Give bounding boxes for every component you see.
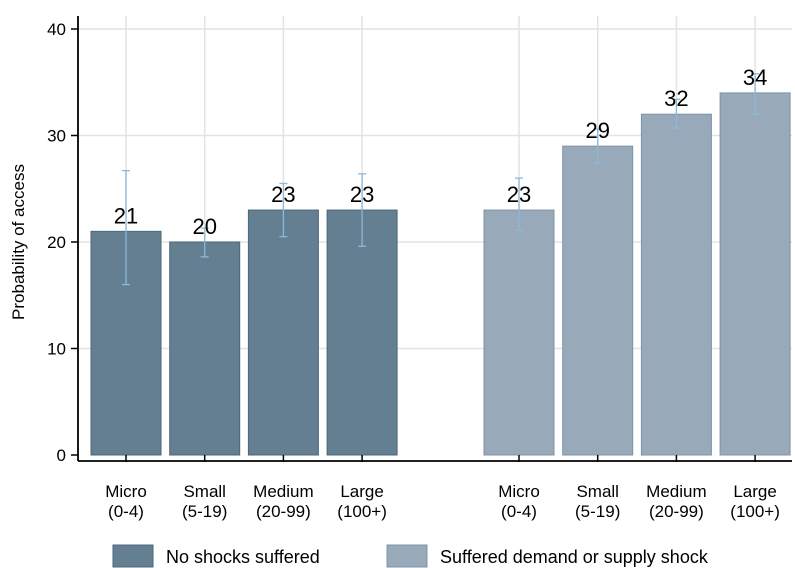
legend-swatch xyxy=(386,544,428,568)
data-labels: 21 20 23 23 23 29 32 34 xyxy=(114,65,768,239)
x-tick-label: Large xyxy=(733,482,776,501)
legend-label: No shocks suffered xyxy=(166,547,320,567)
x-tick-label: Large xyxy=(340,482,383,501)
data-label: 29 xyxy=(585,118,609,143)
x-tick-label: (0-4) xyxy=(501,502,537,521)
error-bar xyxy=(515,177,523,231)
bar xyxy=(719,92,791,456)
x-tick-label: Medium xyxy=(646,482,706,501)
y-axis-title: Probability of access xyxy=(9,164,28,320)
error-bar xyxy=(593,128,602,164)
x-tick-label: (100+) xyxy=(730,502,780,521)
data-label: 32 xyxy=(664,86,688,111)
data-label: 23 xyxy=(271,182,295,207)
data-label: 23 xyxy=(507,182,531,207)
x-category-labels: Micro(0-4)Small(5-19)Medium(20-99)Large(… xyxy=(105,482,780,521)
y-tick-label: 10 xyxy=(47,340,66,359)
legend-label: Suffered demand or supply shock xyxy=(440,547,709,567)
x-tick-label: Small xyxy=(576,482,619,501)
x-tick-label: Small xyxy=(183,482,226,501)
x-tick-label: (20-99) xyxy=(256,502,311,521)
bar xyxy=(640,113,712,456)
x-tick-label: Medium xyxy=(253,482,313,501)
data-label: 23 xyxy=(350,182,374,207)
y-tick-label: 20 xyxy=(47,233,66,252)
axes xyxy=(71,16,792,462)
legend-item: No shocks suffered xyxy=(112,544,320,568)
bar xyxy=(562,145,634,456)
data-label: 21 xyxy=(114,203,138,228)
x-tick-label: Micro xyxy=(105,482,147,501)
x-tick-label: (0-4) xyxy=(108,502,144,521)
x-tick-label: (5-19) xyxy=(182,502,227,521)
data-label: 34 xyxy=(743,65,767,90)
error-bar xyxy=(751,73,760,115)
y-tick-label: 0 xyxy=(57,446,66,465)
error-bar xyxy=(358,173,367,247)
x-tick-label: (5-19) xyxy=(575,502,620,521)
legend: No shocks suffered Suffered demand or sup… xyxy=(112,544,709,568)
bars xyxy=(90,92,791,456)
y-tick-label: 40 xyxy=(47,20,66,39)
error-bar xyxy=(279,182,288,238)
x-tick-label: (20-99) xyxy=(649,502,704,521)
legend-item: Suffered demand or supply shock xyxy=(386,544,709,568)
data-label: 20 xyxy=(192,214,216,239)
bar xyxy=(483,209,555,456)
error-bars xyxy=(122,73,760,286)
x-tick-label: (100+) xyxy=(337,502,387,521)
y-tick-labels: 0 10 20 30 40 xyxy=(47,20,66,465)
bar xyxy=(247,209,319,456)
bar xyxy=(169,241,241,456)
bar xyxy=(326,209,398,456)
y-tick-label: 30 xyxy=(47,127,66,146)
x-tick-label: Micro xyxy=(498,482,540,501)
error-bar xyxy=(672,98,681,129)
legend-swatch xyxy=(112,544,154,568)
error-bar xyxy=(122,169,130,286)
error-bar xyxy=(200,227,209,258)
